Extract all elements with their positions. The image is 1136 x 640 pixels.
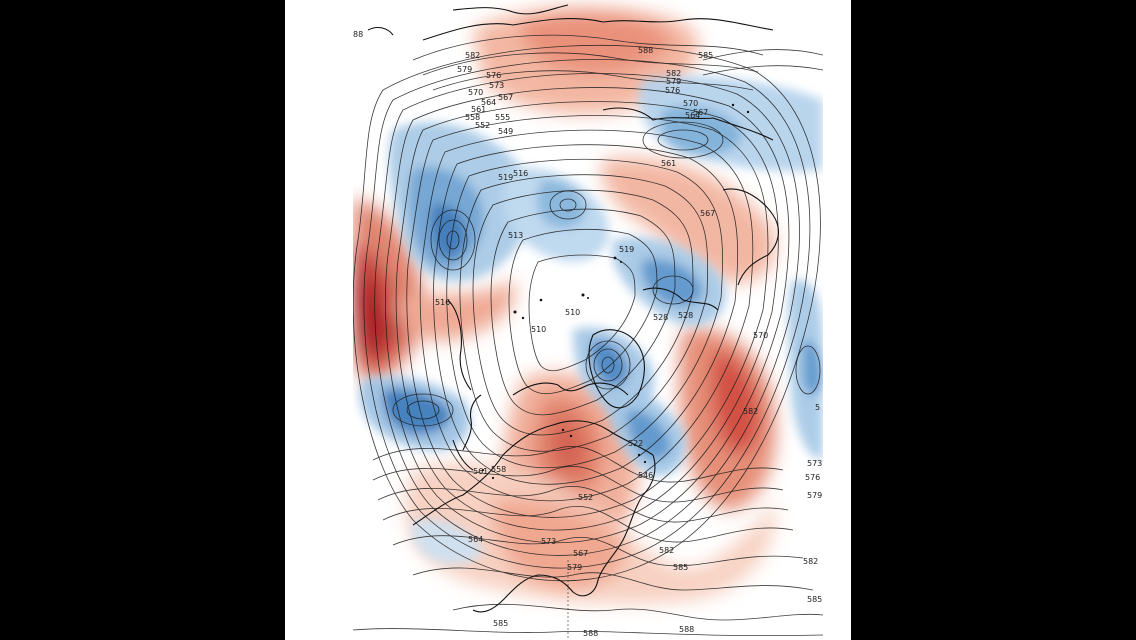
contour-label: 570: [753, 331, 768, 340]
contour-label: 528: [678, 311, 693, 320]
contour-label: 546: [638, 471, 653, 480]
contour-label: 519: [619, 245, 634, 254]
contour-label: 513: [508, 231, 523, 240]
coastlines: [367, 4, 779, 613]
contour-label: 570: [683, 99, 698, 108]
contour-label: 564: [685, 111, 700, 120]
contour-label: 579: [807, 491, 822, 500]
contour-label: 585: [698, 51, 713, 60]
contour-label: 573: [807, 459, 822, 468]
contour-label: 88: [353, 30, 363, 39]
contour-label: 588: [583, 629, 598, 638]
contour-label: 582: [465, 51, 480, 60]
hemispheric-height-map: 588 582 579 576 573 570 567 564 561 558 …: [353, 0, 823, 640]
contour-label: 582: [803, 557, 818, 566]
contour-label: 567: [498, 93, 513, 102]
contour-label: 564: [468, 535, 483, 544]
contour-label: 585: [673, 563, 688, 572]
contour-label: 555: [495, 113, 510, 122]
contour-label: 510: [531, 325, 546, 334]
contour-label: 588: [679, 625, 694, 634]
contour-label: 561: [473, 467, 488, 476]
contour-label: 576: [805, 473, 820, 482]
contour-label: 519: [498, 173, 513, 182]
contour-label: 585: [493, 619, 508, 628]
contour-label: 522: [628, 439, 643, 448]
contour-label: 561: [471, 105, 486, 114]
contour-label: 579: [567, 563, 582, 572]
contour-label: 573: [489, 81, 504, 90]
contour-label: 558: [465, 113, 480, 122]
contour-label: 516: [435, 298, 450, 307]
contour-label: 567: [693, 108, 708, 117]
contour-label: 579: [666, 77, 681, 86]
contour-label: 567: [573, 549, 588, 558]
contour-label: 510: [565, 308, 580, 317]
contour-label: 552: [475, 121, 490, 130]
contour-label: 552: [578, 493, 593, 502]
contour-label: 516: [513, 169, 528, 178]
contour-label: 579: [457, 65, 472, 74]
contour-label: 582: [666, 69, 681, 78]
contour-label: 582: [743, 407, 758, 416]
contour-label: 567: [700, 209, 715, 218]
contour-label: 582: [659, 546, 674, 555]
contour-label: 5: [815, 403, 820, 412]
contour-label: 588: [638, 46, 653, 55]
islands: [481, 103, 750, 480]
contour-label: 573: [541, 537, 556, 546]
contour-label: 576: [486, 71, 501, 80]
height-contours: [353, 34, 823, 636]
contour-label: 561: [661, 159, 676, 168]
contour-label: 549: [498, 127, 513, 136]
contour-label: 564: [481, 98, 496, 107]
contour-label: 558: [491, 465, 506, 474]
contour-label: 528: [653, 313, 668, 322]
contour-labels: 588 582 579 576 573 570 567 564 561 558 …: [353, 30, 822, 638]
contour-label: 570: [468, 88, 483, 97]
contour-label: 585: [807, 595, 822, 604]
contour-label: 576: [665, 86, 680, 95]
